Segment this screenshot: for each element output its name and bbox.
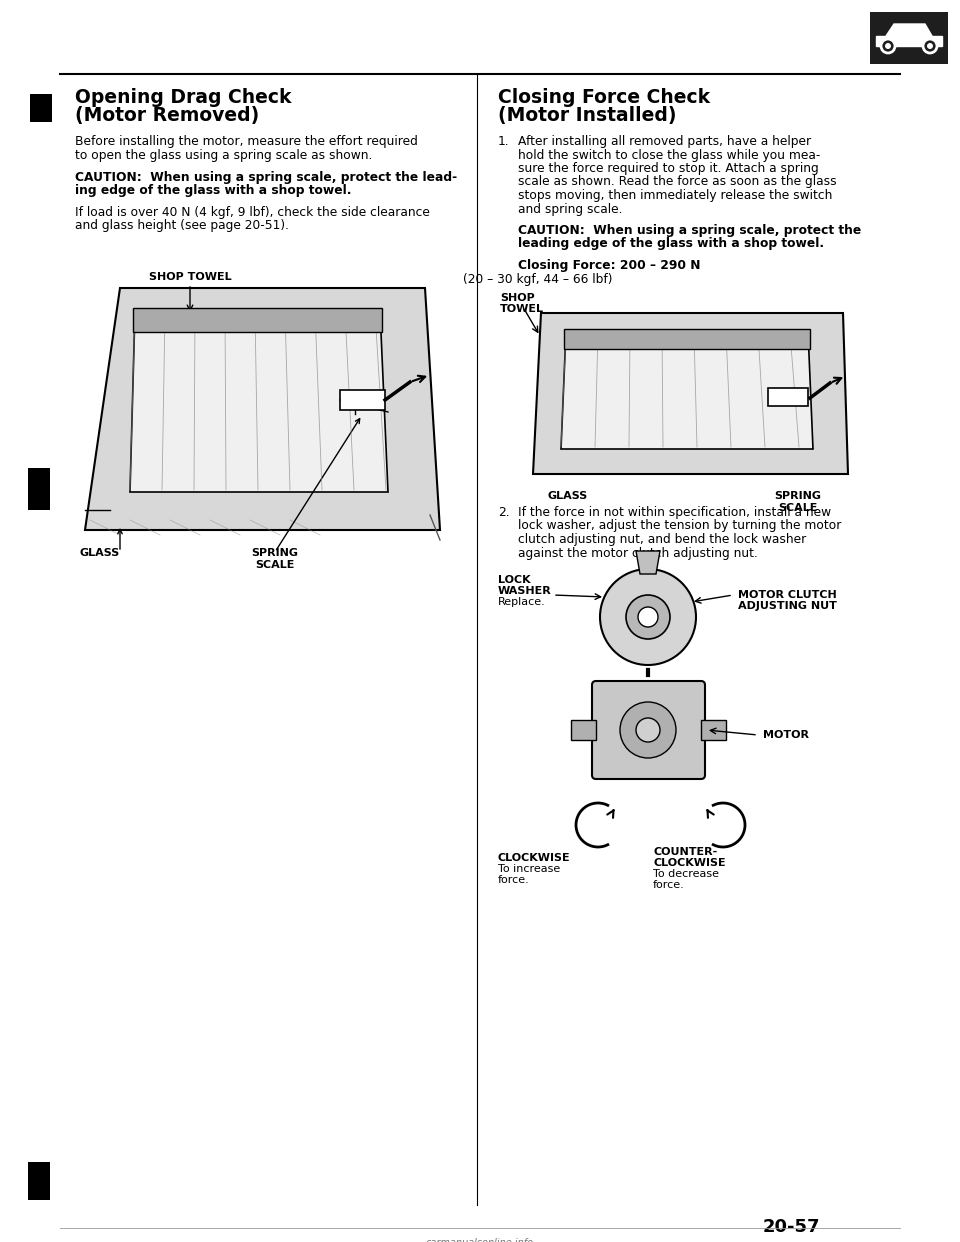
- Text: GLASS: GLASS: [548, 491, 588, 501]
- Text: SCALE: SCALE: [255, 560, 295, 570]
- Text: force.: force.: [653, 881, 684, 891]
- Polygon shape: [571, 720, 596, 740]
- Text: CAUTION:  When using a spring scale, protect the: CAUTION: When using a spring scale, prot…: [518, 224, 861, 237]
- Text: leading edge of the glass with a shop towel.: leading edge of the glass with a shop to…: [518, 237, 824, 251]
- Text: Opening Drag Check: Opening Drag Check: [75, 88, 292, 107]
- Polygon shape: [886, 24, 932, 36]
- Text: Closing Force Check: Closing Force Check: [498, 88, 710, 107]
- Text: TOWEL: TOWEL: [500, 304, 544, 314]
- Text: 20-57: 20-57: [762, 1218, 820, 1236]
- Polygon shape: [85, 288, 440, 530]
- Text: SHOP: SHOP: [500, 293, 535, 303]
- Text: hold the switch to close the glass while you mea-: hold the switch to close the glass while…: [518, 149, 821, 161]
- Text: ADJUSTING NUT: ADJUSTING NUT: [738, 601, 837, 611]
- Text: (Motor Installed): (Motor Installed): [498, 106, 677, 125]
- Polygon shape: [636, 551, 660, 574]
- Text: Closing Force: 200 – 290 N: Closing Force: 200 – 290 N: [518, 260, 701, 272]
- Text: To decrease: To decrease: [653, 869, 719, 879]
- Text: and spring scale.: and spring scale.: [518, 202, 622, 216]
- Text: Before installing the motor, measure the effort required: Before installing the motor, measure the…: [75, 135, 418, 148]
- Bar: [768, 388, 808, 406]
- Polygon shape: [564, 329, 810, 349]
- Text: and glass height (see page 20-51).: and glass height (see page 20-51).: [75, 220, 289, 232]
- Text: 2.: 2.: [498, 505, 510, 519]
- Text: against the motor clutch adjusting nut.: against the motor clutch adjusting nut.: [518, 546, 757, 559]
- Polygon shape: [130, 310, 388, 492]
- Circle shape: [881, 39, 895, 53]
- Circle shape: [885, 43, 891, 48]
- Text: sure the force required to stop it. Attach a spring: sure the force required to stop it. Atta…: [518, 161, 819, 175]
- Text: LOCK: LOCK: [498, 575, 531, 585]
- Text: force.: force.: [498, 876, 530, 886]
- Text: SHOP TOWEL: SHOP TOWEL: [149, 272, 231, 282]
- Text: 1.: 1.: [498, 135, 510, 148]
- Bar: [30, 94, 52, 122]
- Text: Replace.: Replace.: [498, 597, 545, 607]
- Text: SPRING: SPRING: [252, 548, 299, 558]
- Bar: [870, 12, 948, 65]
- Text: COUNTER-: COUNTER-: [653, 847, 717, 857]
- Bar: [28, 468, 50, 510]
- FancyBboxPatch shape: [592, 681, 705, 779]
- Polygon shape: [533, 313, 848, 474]
- Circle shape: [927, 43, 933, 48]
- Text: SPRING: SPRING: [775, 491, 822, 501]
- Bar: [28, 1163, 50, 1200]
- Text: GLASS: GLASS: [80, 548, 120, 558]
- Circle shape: [923, 39, 937, 53]
- Circle shape: [638, 607, 658, 627]
- Text: scale as shown. Read the force as soon as the glass: scale as shown. Read the force as soon a…: [518, 175, 836, 189]
- Text: clutch adjusting nut, and bend the lock washer: clutch adjusting nut, and bend the lock …: [518, 533, 806, 546]
- Text: (Motor Removed): (Motor Removed): [75, 106, 259, 125]
- Polygon shape: [561, 332, 813, 450]
- Text: To increase: To increase: [498, 864, 561, 874]
- Circle shape: [636, 718, 660, 741]
- Text: WASHER: WASHER: [498, 586, 552, 596]
- Text: ing edge of the glass with a shop towel.: ing edge of the glass with a shop towel.: [75, 184, 351, 197]
- Polygon shape: [133, 308, 382, 332]
- Text: SCALE: SCALE: [779, 503, 818, 513]
- Text: MOTOR CLUTCH: MOTOR CLUTCH: [738, 590, 837, 600]
- Text: If the force in not within specification, install a new: If the force in not within specification…: [518, 505, 831, 519]
- Text: (20 – 30 kgf, 44 – 66 lbf): (20 – 30 kgf, 44 – 66 lbf): [464, 273, 612, 286]
- Polygon shape: [876, 36, 942, 46]
- Text: carmanualsonline.info: carmanualsonline.info: [426, 1238, 534, 1242]
- Text: If load is over 40 N (4 kgf, 9 lbf), check the side clearance: If load is over 40 N (4 kgf, 9 lbf), che…: [75, 206, 430, 219]
- Text: MOTOR: MOTOR: [763, 730, 809, 740]
- Text: After installing all removed parts, have a helper: After installing all removed parts, have…: [518, 135, 811, 148]
- Text: CAUTION:  When using a spring scale, protect the lead-: CAUTION: When using a spring scale, prot…: [75, 170, 457, 184]
- Text: stops moving, then immediately release the switch: stops moving, then immediately release t…: [518, 189, 832, 202]
- Polygon shape: [701, 720, 726, 740]
- Text: lock washer, adjust the tension by turning the motor: lock washer, adjust the tension by turni…: [518, 519, 841, 533]
- Circle shape: [600, 569, 696, 664]
- Text: CLOCKWISE: CLOCKWISE: [653, 858, 726, 868]
- Bar: [340, 390, 385, 410]
- Text: CLOCKWISE: CLOCKWISE: [498, 853, 570, 863]
- Circle shape: [626, 595, 670, 638]
- Circle shape: [620, 702, 676, 758]
- Text: to open the glass using a spring scale as shown.: to open the glass using a spring scale a…: [75, 149, 372, 161]
